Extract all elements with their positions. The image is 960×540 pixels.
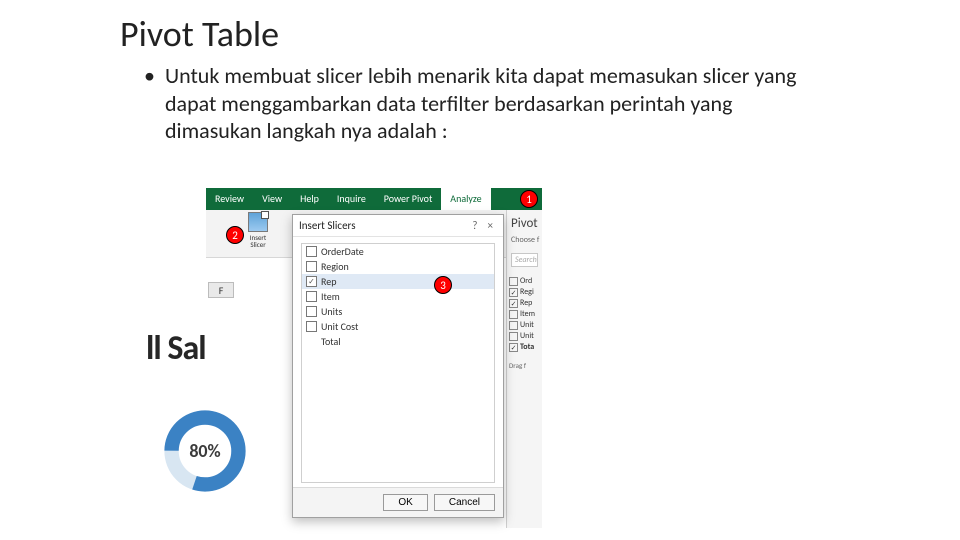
sales-title-fragment: ll Sal: [146, 328, 242, 372]
checkbox-icon[interactable]: [306, 321, 317, 332]
cancel-button[interactable]: Cancel: [434, 494, 495, 511]
pivot-field-item[interactable]: Item: [509, 309, 540, 319]
slicer-field-item[interactable]: Item: [302, 289, 494, 304]
dialog-help-icon[interactable]: ?: [466, 219, 483, 232]
checkbox-icon[interactable]: [306, 306, 317, 317]
fields-list: Ord✓Regi✓RepItemUnitUnit✓Tota: [507, 271, 542, 357]
pivot-fields-pane: Pivot Choose f Search Ord✓Regi✓RepItemUn…: [506, 210, 542, 528]
checkbox-icon[interactable]: [306, 336, 317, 347]
pivot-field-item[interactable]: Unit: [509, 320, 540, 330]
fields-pane-subtitle: Choose f: [507, 231, 542, 249]
slide-bullet: • Untuk membuat slicer lebih menarik kit…: [120, 62, 960, 145]
field-label: OrderDate: [321, 245, 364, 258]
field-label: Units: [321, 305, 342, 318]
ribbon-tab-review[interactable]: Review: [206, 188, 253, 210]
ok-button[interactable]: OK: [383, 494, 427, 511]
dialog-buttons: OK Cancel: [293, 487, 503, 517]
slicer-icon: [248, 212, 268, 232]
slicer-field-unit-cost[interactable]: Unit Cost: [302, 319, 494, 334]
checkbox-icon[interactable]: [306, 261, 317, 272]
pivot-field-item[interactable]: ✓Tota: [509, 342, 540, 352]
slicer-field-orderdate[interactable]: OrderDate: [302, 244, 494, 259]
column-header-f[interactable]: F: [208, 282, 234, 298]
screenshot-region: ReviewViewHelpInquirePower PivotAnalyze …: [206, 188, 542, 528]
ribbon-tab-power-pivot[interactable]: Power Pivot: [375, 188, 442, 210]
dialog-title-text: Insert Slicers: [299, 219, 356, 232]
bullet-dot: •: [144, 62, 155, 145]
ribbon-tabs: ReviewViewHelpInquirePower PivotAnalyze: [206, 188, 542, 210]
insert-slicer-label: InsertSlicer: [250, 234, 266, 248]
dialog-field-list: OrderDate Region Rep Item Units Unit Cost Tota…: [301, 243, 495, 483]
donut-percent: 80%: [162, 408, 248, 494]
checkbox-icon[interactable]: [306, 291, 317, 302]
slicer-field-units[interactable]: Units: [302, 304, 494, 319]
pivot-field-item[interactable]: ✓Regi: [509, 287, 540, 297]
fields-search-input[interactable]: Search: [511, 253, 538, 267]
slicer-field-rep[interactable]: Rep: [302, 274, 494, 289]
donut-chart: 80%: [162, 408, 248, 494]
field-label: Region: [321, 260, 349, 273]
insert-slicers-dialog: Insert Slicers ? × OrderDate Region Rep Ite…: [292, 214, 504, 518]
field-label: Unit Cost: [321, 320, 358, 333]
step-badge-3: 3: [434, 276, 452, 294]
fields-drag-label: Drag f: [507, 357, 542, 374]
checkbox-icon[interactable]: [306, 246, 317, 257]
step-badge-2: 2: [226, 226, 244, 244]
ribbon-tab-help[interactable]: Help: [291, 188, 328, 210]
ribbon-tab-view[interactable]: View: [253, 188, 291, 210]
field-label: Total: [321, 335, 341, 348]
pivot-field-item[interactable]: Ord: [509, 276, 540, 286]
field-label: Item: [321, 290, 340, 303]
ribbon-tab-inquire[interactable]: Inquire: [328, 188, 375, 210]
field-label: Rep: [321, 275, 336, 288]
pivot-field-item[interactable]: ✓Rep: [509, 298, 540, 308]
step-badge-1: 1: [520, 190, 538, 208]
bullet-text: Untuk membuat slicer lebih menarik kita …: [165, 62, 805, 145]
fields-pane-title: Pivot: [507, 210, 542, 231]
close-icon[interactable]: ×: [484, 219, 497, 232]
slicer-field-total[interactable]: Total: [302, 334, 494, 349]
dialog-titlebar: Insert Slicers ? ×: [293, 215, 503, 237]
insert-slicer-button[interactable]: InsertSlicer: [242, 212, 274, 252]
slide-title: Pivot Table: [120, 12, 960, 56]
slicer-field-region[interactable]: Region: [302, 259, 494, 274]
pivot-field-item[interactable]: Unit: [509, 331, 540, 341]
ribbon-tab-analyze[interactable]: Analyze: [441, 188, 490, 210]
checkbox-icon[interactable]: [306, 276, 317, 287]
